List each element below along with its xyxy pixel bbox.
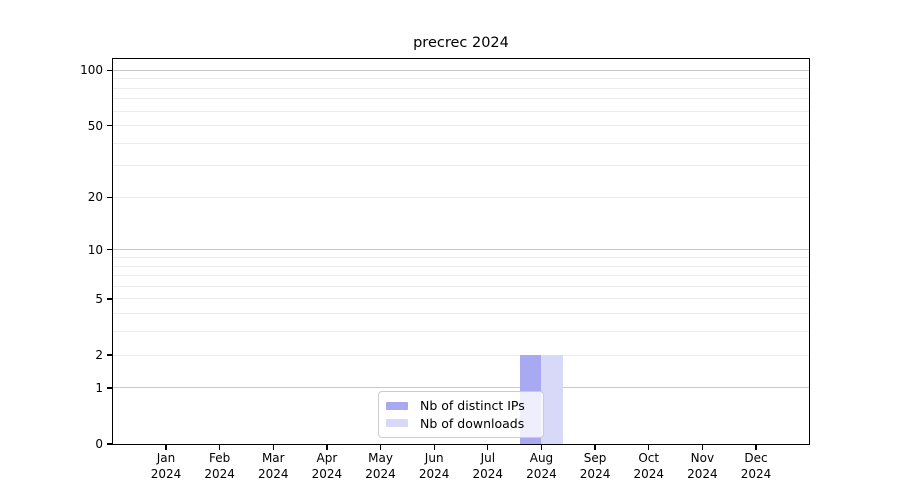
plot-area: [113, 59, 809, 444]
x-tick-label-line: Oct: [638, 451, 660, 465]
x-tick-label-line: Jun: [424, 451, 444, 465]
y-gridline-minor: [113, 313, 809, 315]
x-tick: [379, 445, 382, 450]
y-tick: [107, 249, 112, 251]
y-gridline-minor: [113, 165, 809, 167]
y-tick-label: 2: [95, 348, 103, 363]
x-tick: [648, 445, 650, 450]
legend-swatch-downloads: [386, 419, 408, 428]
x-tick-label-line: 2024: [633, 466, 664, 481]
legend: Nb of distinct IPs Nb of downloads: [378, 391, 544, 438]
y-gridline-minor: [113, 87, 809, 89]
x-tick-label-line: 2024: [418, 466, 450, 481]
x-tick: [165, 445, 167, 450]
y-tick-label: 0: [95, 437, 103, 451]
x-tick-label-line: Nov: [690, 451, 715, 465]
x-tick-label-line: 2024: [687, 466, 718, 481]
x-tick: [755, 445, 757, 450]
x-tick-label: Oct 2024: [619, 451, 679, 482]
y-tick: [107, 124, 112, 127]
x-tick-label-line: Apr: [316, 451, 338, 465]
x-tick: [326, 445, 328, 450]
legend-item-distinct-ips: Nb of distinct IPs: [386, 397, 535, 415]
y-gridline-major: [113, 249, 809, 251]
x-tick-label: Mar 2024: [243, 451, 303, 482]
y-gridline-minor: [113, 285, 809, 287]
y-tick-label: 20: [87, 190, 103, 205]
x-tick-label-line: 2024: [740, 466, 772, 481]
y-gridline-minor: [113, 298, 809, 300]
x-tick-label: Apr 2024: [297, 451, 357, 482]
x-tick: [272, 445, 274, 450]
x-tick-label-line: Dec: [744, 451, 768, 465]
y-tick-label: 100: [80, 63, 103, 78]
y-tick-label: 50: [87, 118, 103, 133]
x-tick-label: Sep 2024: [565, 451, 625, 482]
y-tick: [107, 196, 112, 199]
x-tick-label-line: Feb: [209, 451, 231, 465]
x-tick-label: Jan 2024: [136, 451, 196, 482]
x-tick-label: Nov 2024: [672, 451, 732, 482]
legend-swatch-distinct-ips: [386, 401, 408, 410]
y-gridline-minor: [113, 354, 809, 356]
chart-title: precrec 2024: [413, 35, 509, 51]
x-tick-label-line: Jul: [480, 451, 496, 465]
x-tick-label-line: 2024: [311, 466, 343, 481]
y-gridline-minor: [113, 78, 809, 80]
legend-label-distinct-ips: Nb of distinct IPs: [420, 398, 525, 414]
y-gridline-minor: [113, 110, 809, 112]
x-tick-label-line: 2024: [257, 466, 289, 481]
legend-label-downloads: Nb of downloads: [420, 415, 525, 431]
x-tick-label: Aug 2024: [511, 451, 571, 482]
y-gridline-minor: [113, 275, 809, 277]
y-tick: [107, 387, 112, 389]
x-tick-label-line: 2024: [365, 466, 396, 481]
x-tick-label: May 2024: [351, 451, 411, 482]
x-tick-label-line: Sep: [583, 451, 607, 465]
y-gridline-minor: [113, 98, 809, 100]
y-tick-label: 1: [95, 380, 103, 395]
y-tick-label: 10: [87, 242, 103, 257]
x-tick-label-line: 2024: [204, 466, 235, 481]
x-tick-label-line: 2024: [526, 466, 557, 481]
y-gridline-minor: [113, 257, 809, 258]
x-tick-label-line: 2024: [472, 466, 504, 481]
y-tick: [107, 443, 112, 445]
y-tick: [107, 69, 112, 71]
y-gridline-minor: [113, 331, 809, 333]
x-tick: [701, 445, 703, 450]
x-tick: [540, 445, 543, 450]
y-tick-label: 5: [95, 291, 103, 306]
x-tick-label: Dec 2024: [726, 451, 786, 482]
x-tick-label-line: Aug: [529, 451, 554, 465]
y-tick: [107, 298, 112, 300]
x-tick-label-line: Mar: [261, 451, 285, 465]
x-tick: [487, 445, 489, 450]
bar-nb-of-downloads: [541, 355, 563, 444]
y-gridline-minor: [113, 265, 809, 267]
x-tick: [218, 445, 221, 450]
y-tick: [107, 354, 112, 356]
x-tick-label: Feb 2024: [190, 451, 250, 482]
y-gridline-minor: [113, 196, 809, 198]
x-tick-label: Jul 2024: [458, 451, 518, 482]
legend-item-downloads: Nb of downloads: [386, 415, 535, 433]
x-tick: [433, 445, 435, 450]
x-tick-label: Jun 2024: [404, 451, 464, 482]
x-tick-label-line: 2024: [150, 466, 182, 481]
x-tick-label-line: May: [368, 451, 393, 465]
x-tick: [594, 445, 596, 450]
y-gridline-major: [113, 387, 809, 389]
y-gridline-minor: [113, 125, 809, 127]
x-tick-label-line: 2024: [579, 466, 611, 481]
y-gridline-major: [113, 69, 809, 71]
y-gridline-minor: [113, 142, 809, 144]
x-tick-label-line: Jan: [156, 451, 176, 465]
